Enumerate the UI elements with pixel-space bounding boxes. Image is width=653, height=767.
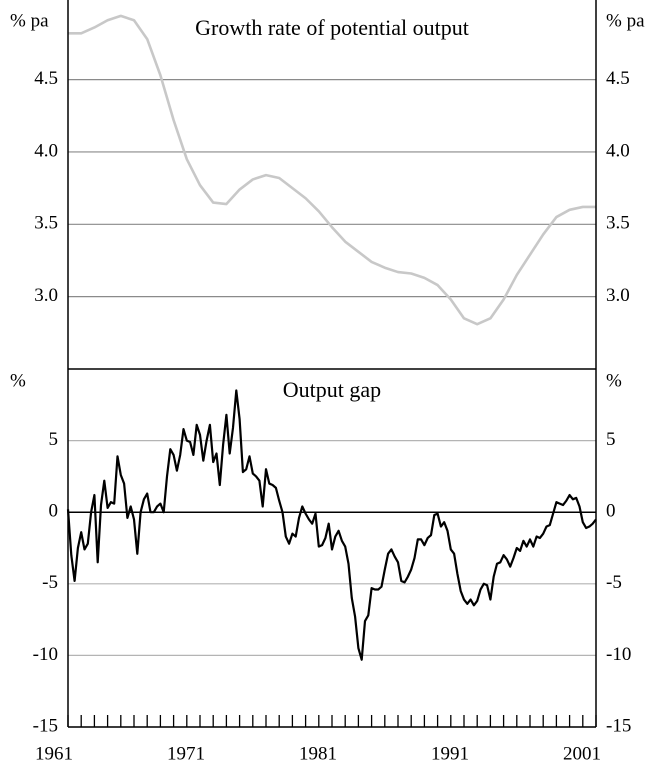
y-tick-label-right: -10: [606, 644, 631, 665]
y-tick-label: 0: [49, 501, 59, 522]
data-line: [66, 389, 597, 661]
x-tick-label: 1971: [167, 743, 205, 764]
y-tick-label-right: -5: [606, 572, 622, 593]
x-tick-label: 2001: [563, 743, 601, 764]
x-tick-label: 1991: [431, 743, 469, 764]
y-tick-label: 4.0: [34, 140, 58, 161]
y-unit-right: % pa: [606, 10, 645, 31]
y-tick-label: 3.5: [34, 213, 58, 234]
y-tick-label-right: 3.5: [606, 213, 630, 234]
data-line: [68, 14, 596, 326]
y-tick-label-right: 4.0: [606, 140, 630, 161]
x-tick-label: 1981: [299, 743, 337, 764]
y-tick-label: 3.0: [34, 285, 58, 306]
y-unit: % pa: [10, 10, 49, 31]
y-tick-label: 5: [49, 429, 59, 450]
y-tick-label: -15: [33, 715, 58, 736]
x-tick-label: 1961: [35, 743, 73, 764]
y-tick-label: -10: [33, 644, 58, 665]
y-tick-label-right: 5: [606, 429, 616, 450]
y-tick-label: 4.5: [34, 68, 58, 89]
y-tick-label-right: -15: [606, 715, 631, 736]
y-unit: %: [10, 370, 26, 391]
y-tick-label-right: 0: [606, 501, 616, 522]
y-tick-label: -5: [42, 572, 58, 593]
y-tick-label-right: 4.5: [606, 68, 630, 89]
plot-layer: 3.0 3.0 3.5 3.5 4.0 4.0 4.5 4.5 % pa % pa Growth r…: [10, 10, 645, 764]
panel-title: Output gap: [283, 377, 381, 402]
y-tick-label-right: 3.0: [606, 285, 630, 306]
panel-title: Growth rate of potential output: [195, 15, 469, 40]
y-unit-right: %: [606, 370, 622, 391]
